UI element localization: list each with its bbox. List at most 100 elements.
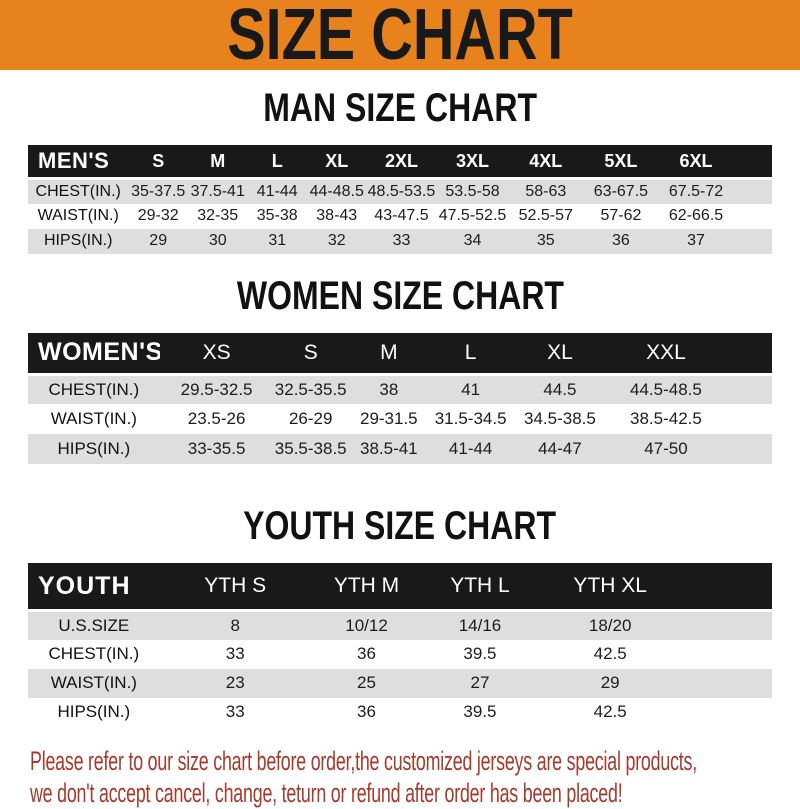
size-cell: 36 xyxy=(357,702,376,721)
column-header: S xyxy=(273,332,348,374)
size-cell: 34.5-38.5 xyxy=(524,409,596,428)
size-cell: 30 xyxy=(187,228,248,254)
spacer-cell xyxy=(723,332,772,374)
column-header: 6XL xyxy=(658,145,734,179)
size-cell: 35-37.5 xyxy=(128,177,188,204)
youth-section-title: YOUTH SIZE CHART xyxy=(243,504,557,548)
row-label: HIPS(IN.) xyxy=(28,228,129,254)
size-cell: 29 xyxy=(128,228,188,254)
spacer-cell xyxy=(733,145,772,179)
column-header: L xyxy=(429,332,512,374)
size-cell: 33-35.5 xyxy=(159,434,274,464)
size-cell: 62-66.5 xyxy=(668,207,724,224)
size-cell: 36 xyxy=(357,644,376,663)
table-row: WAIST(IN.) 23.5-26 26-29 29-31.5 31.5-34… xyxy=(28,404,772,434)
column-header: M xyxy=(187,145,248,179)
size-cell: 32.5-35.5 xyxy=(273,372,348,404)
men-title-row: MAN SIZE CHART xyxy=(0,86,800,131)
column-header: M xyxy=(347,332,430,374)
size-cell: 26-29 xyxy=(288,409,333,428)
size-cell: 44.5 xyxy=(511,372,609,404)
size-cell: 29-31.5 xyxy=(359,409,418,428)
size-cell: 42.5 xyxy=(593,644,627,663)
spacer-cell xyxy=(733,177,772,204)
spacer-cell xyxy=(683,640,772,669)
size-cell: 37.5-41 xyxy=(187,177,248,204)
youth-header-row: YOUTH YTH S YTH M YTH L YTH XL xyxy=(28,563,772,611)
table-row: CHEST(IN.) 35-37.5 37.5-41 41-44 44-48.5… xyxy=(28,177,772,204)
women-header-row: WOMEN'S XS S M L XL XXL xyxy=(28,332,772,374)
banner-title: SIZE CHART xyxy=(227,0,573,75)
size-cell: 39.5 xyxy=(463,702,497,721)
spacer-cell xyxy=(733,228,772,254)
size-cell: 38-43 xyxy=(316,207,358,224)
size-cell: 52.5-57 xyxy=(518,207,573,224)
spacer-cell xyxy=(682,609,772,640)
size-cell: 23 xyxy=(159,668,311,698)
size-cell: 57-62 xyxy=(600,207,642,224)
size-cell: 10/12 xyxy=(310,609,423,640)
size-cell: 29-32 xyxy=(137,207,179,224)
column-header: L xyxy=(247,145,307,179)
column-header: 3XL xyxy=(436,145,509,179)
women-size-table: WOMEN'S XS S M L XL XXL CHEST(IN.) 29.5-… xyxy=(28,332,772,464)
size-cell: 27 xyxy=(422,668,538,698)
table-row: WAIST(IN.) 23 25 27 29 xyxy=(28,668,772,698)
table-row: U.S.SIZE 8 10/12 14/16 18/20 xyxy=(28,609,772,640)
size-cell: 47-50 xyxy=(608,434,724,464)
size-cell: 33 xyxy=(225,702,245,721)
youth-header-label: YOUTH xyxy=(28,563,160,611)
size-cell: 8 xyxy=(159,609,311,640)
row-label: WAIST(IN.) xyxy=(50,409,137,428)
size-cell: 67.5-72 xyxy=(658,177,734,204)
size-cell: 44-48.5 xyxy=(306,177,367,204)
size-cell: 14/16 xyxy=(422,609,538,640)
column-header: 4XL xyxy=(508,145,583,179)
spacer-cell xyxy=(683,698,772,727)
spacer-cell xyxy=(723,372,772,404)
size-cell: 38.5-42.5 xyxy=(630,409,702,428)
size-cell: 58-63 xyxy=(508,177,583,204)
table-row: HIPS(IN.) 33 36 39.5 42.5 xyxy=(28,698,772,727)
size-cell: 25 xyxy=(310,668,423,698)
size-cell: 37 xyxy=(658,228,734,254)
women-section: WOMEN SIZE CHART WOMEN'S XS S M L XL XXL… xyxy=(0,273,800,464)
size-cell: 35.5-38.5 xyxy=(273,434,348,464)
table-row: WAIST(IN.) 29-32 32-35 35-38 38-43 43-47… xyxy=(28,204,772,229)
row-label: HIPS(IN.) xyxy=(28,434,160,464)
spacer-cell xyxy=(682,563,772,611)
men-header-label: MEN'S xyxy=(28,145,129,179)
size-cell: 42.5 xyxy=(593,702,627,721)
size-cell: 31.5-34.5 xyxy=(434,409,507,428)
disclaimer-line-1: Please refer to our size chart before or… xyxy=(30,745,698,776)
size-cell: 33 xyxy=(366,228,437,254)
size-cell: 48.5-53.5 xyxy=(366,177,437,204)
youth-section: YOUTH SIZE CHART YOUTH YTH S YTH M YTH L… xyxy=(0,504,800,727)
size-cell: 31 xyxy=(247,228,307,254)
column-header: XXL xyxy=(608,332,724,374)
table-row: HIPS(IN.) 33-35.5 35.5-38.5 38.5-41 41-4… xyxy=(28,434,772,464)
size-cell: 44-47 xyxy=(511,434,609,464)
disclaimer: Please refer to our size chart before or… xyxy=(30,745,800,809)
women-header-label: WOMEN'S xyxy=(28,332,160,374)
size-cell: 47.5-52.5 xyxy=(438,207,507,224)
women-section-title: WOMEN SIZE CHART xyxy=(236,273,564,318)
size-cell: 41 xyxy=(429,372,512,404)
men-section: MAN SIZE CHART MEN'S S M L XL 2XL 3XL 4X… xyxy=(0,86,800,254)
size-cell: 38 xyxy=(347,372,430,404)
column-header: YTH L xyxy=(422,563,538,611)
row-label: CHEST(IN.) xyxy=(28,372,160,404)
size-cell: 43-47.5 xyxy=(374,207,429,224)
spacer-cell xyxy=(682,668,772,698)
size-cell: 35 xyxy=(508,228,583,254)
column-header: XL xyxy=(511,332,609,374)
size-cell: 39.5 xyxy=(463,644,497,663)
size-cell: 38.5-41 xyxy=(347,434,430,464)
size-cell: 35-38 xyxy=(256,207,298,224)
table-row: CHEST(IN.) 33 36 39.5 42.5 xyxy=(28,640,772,669)
size-cell: 34 xyxy=(436,228,509,254)
men-size-table: MEN'S S M L XL 2XL 3XL 4XL 5XL 6XL CHEST… xyxy=(28,145,772,254)
youth-size-table: YOUTH YTH S YTH M YTH L YTH XL U.S.SIZE … xyxy=(28,563,772,727)
row-label: CHEST(IN.) xyxy=(28,177,129,204)
size-cell: 53.5-58 xyxy=(436,177,509,204)
